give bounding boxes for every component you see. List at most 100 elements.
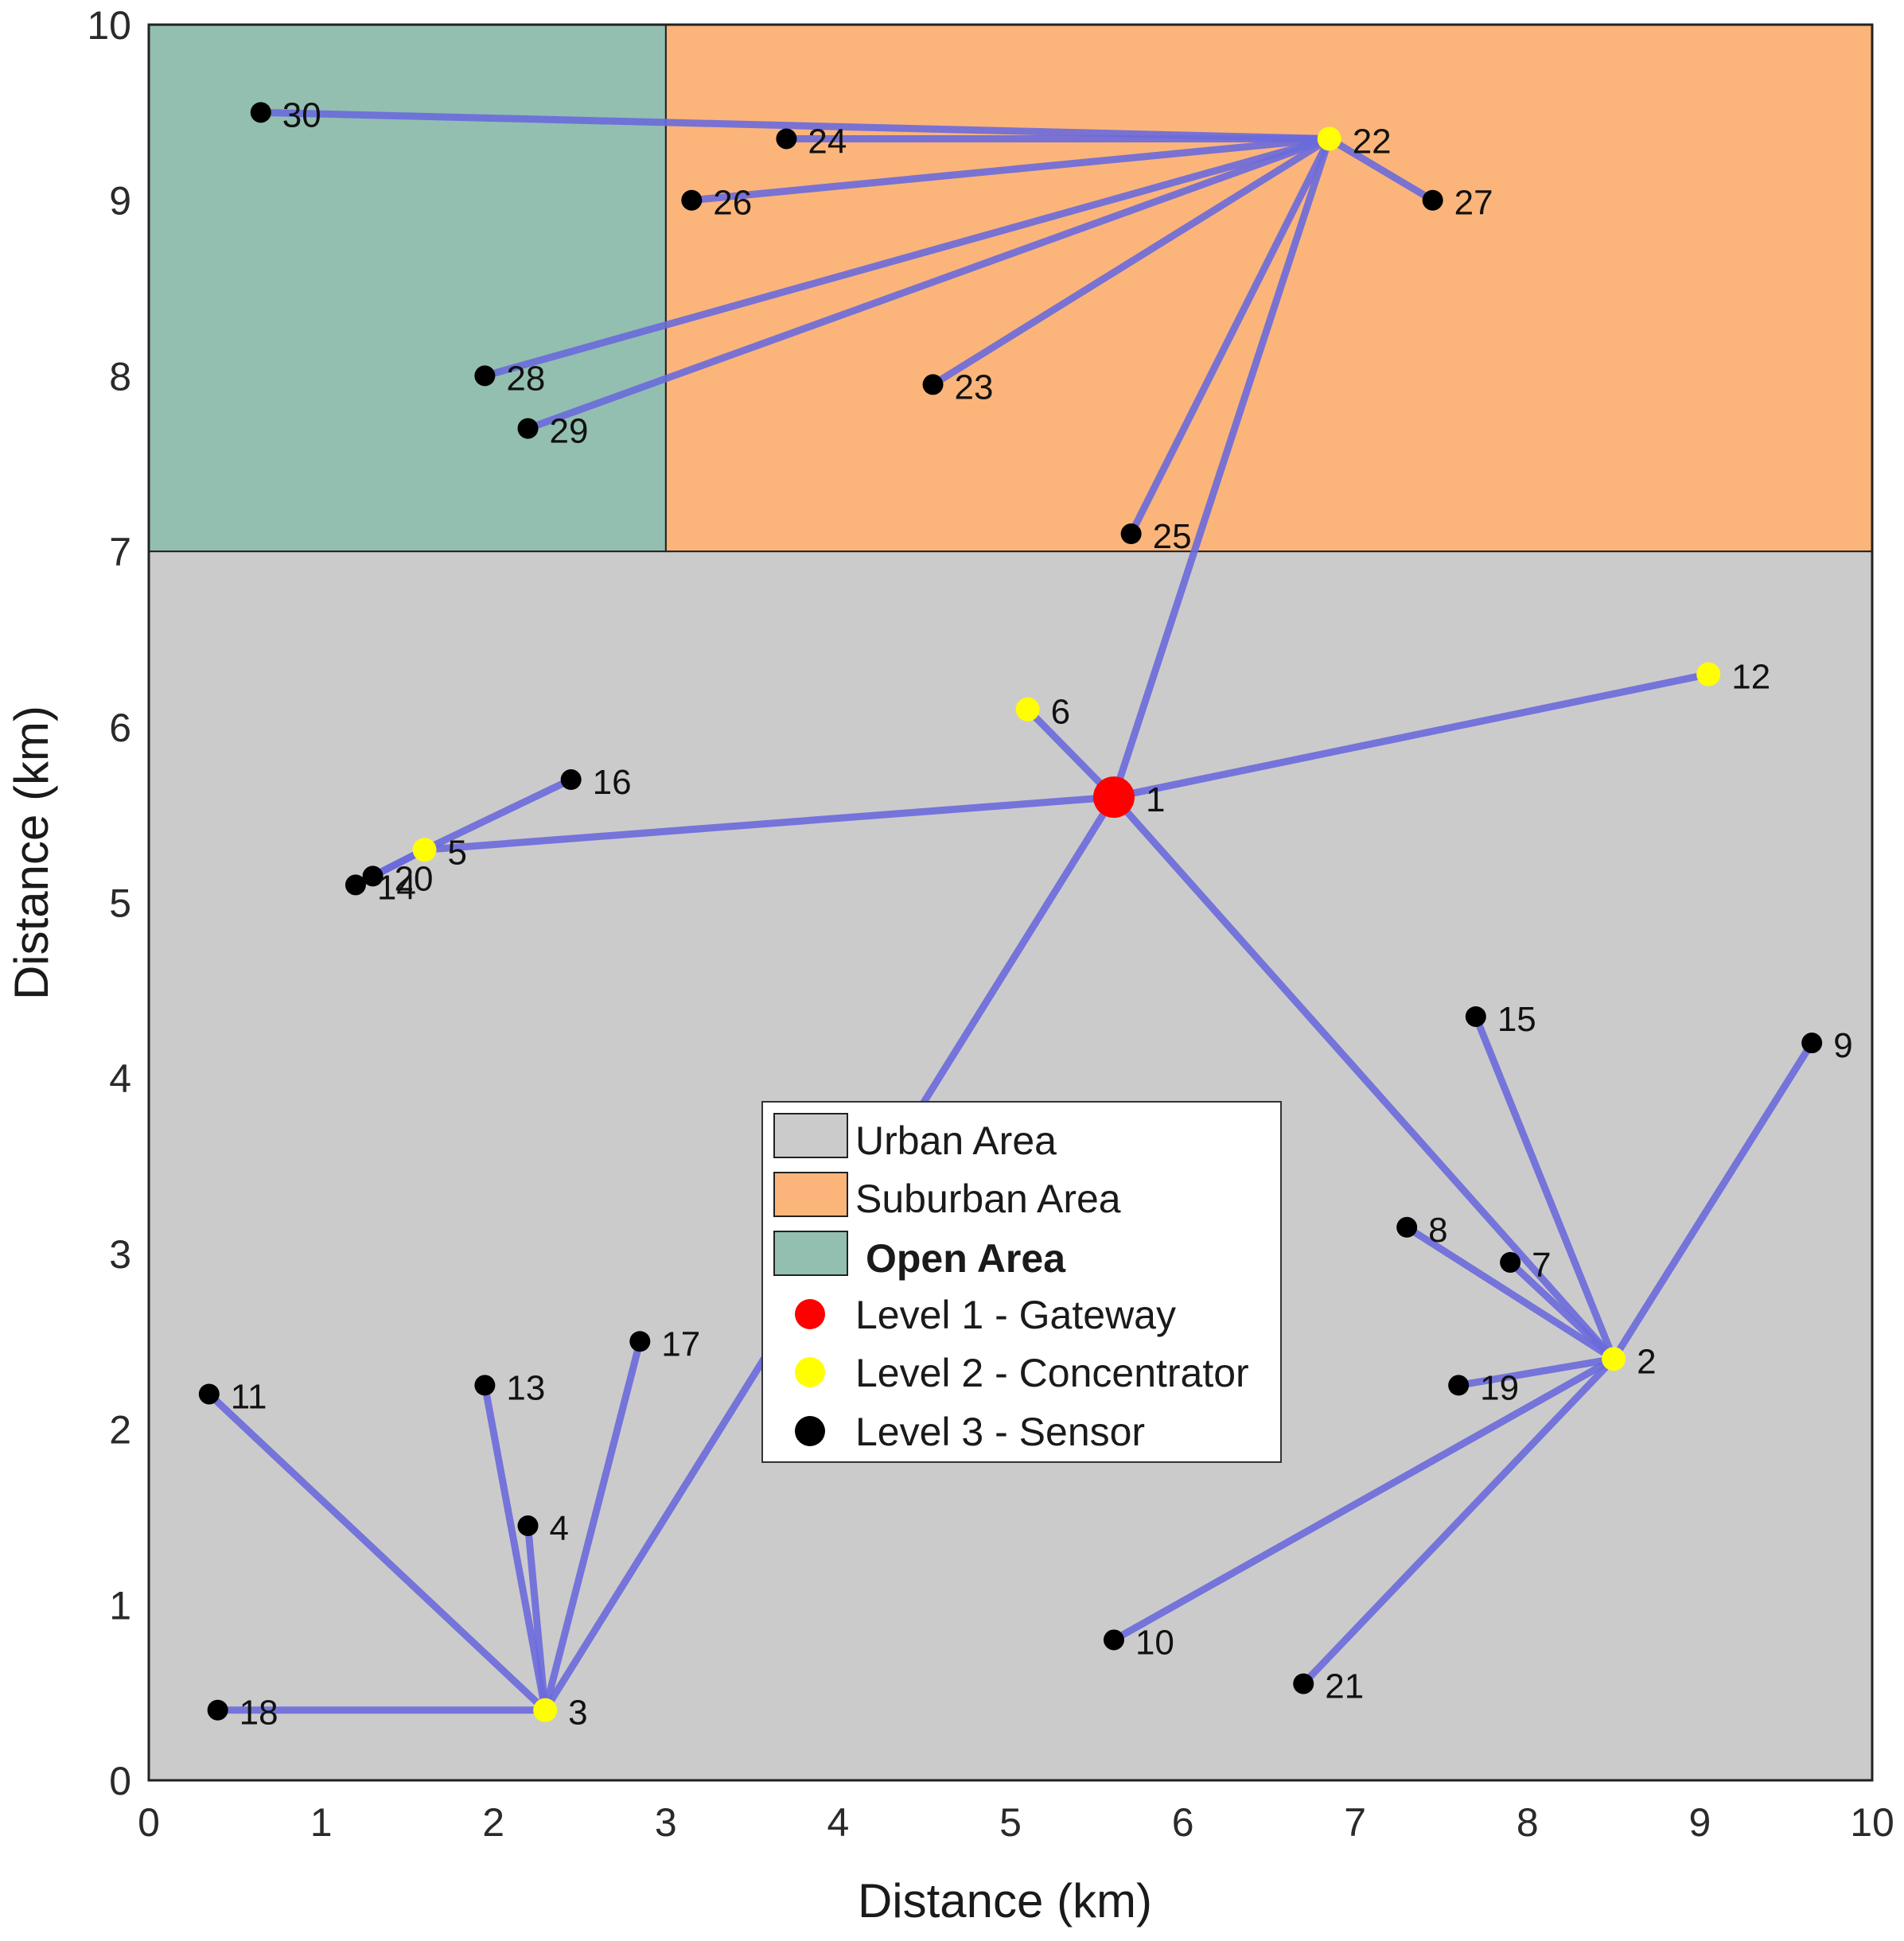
link-22-28 bbox=[481, 134, 1334, 379]
sensor-node-4 bbox=[517, 1515, 539, 1536]
sensor-node-23 bbox=[922, 374, 944, 395]
link-3-13 bbox=[481, 1381, 549, 1714]
link-22-29 bbox=[524, 134, 1334, 433]
node-label-19: 19 bbox=[1480, 1368, 1519, 1407]
node-label-24: 24 bbox=[808, 122, 847, 161]
concentrator-node-3 bbox=[533, 1698, 558, 1722]
link-5-16 bbox=[421, 776, 575, 854]
sensor-node-21 bbox=[1293, 1673, 1314, 1694]
node-label-4: 4 bbox=[550, 1509, 569, 1548]
x-axis-label: Distance (km) bbox=[858, 1874, 1152, 1927]
link-22-30 bbox=[257, 108, 1334, 142]
y-tick-label-1: 1 bbox=[109, 1583, 131, 1628]
y-tick-label-5: 5 bbox=[109, 881, 131, 926]
sensor-node-20 bbox=[362, 865, 384, 887]
x-tick-label-6: 6 bbox=[1172, 1800, 1194, 1845]
link-3-17 bbox=[541, 1337, 644, 1714]
sensor-node-7 bbox=[1500, 1251, 1521, 1273]
x-tick-label-5: 5 bbox=[999, 1800, 1022, 1845]
sensor-node-26 bbox=[681, 189, 703, 211]
link-1-5 bbox=[421, 793, 1118, 854]
concentrator-node-2 bbox=[1602, 1347, 1626, 1371]
sensor-node-27 bbox=[1422, 189, 1443, 211]
gateway-node-1 bbox=[1092, 776, 1135, 819]
sensor-node-24 bbox=[776, 128, 797, 150]
areas-layer bbox=[148, 24, 1873, 1781]
node-label-3: 3 bbox=[568, 1694, 587, 1733]
x-tick-label-7: 7 bbox=[1344, 1800, 1366, 1845]
legend-label-urban: Urban Area bbox=[855, 1118, 1057, 1163]
legend-label-open: Open Area bbox=[866, 1236, 1066, 1281]
node-label-10: 10 bbox=[1135, 1623, 1174, 1662]
x-tick-label-3: 3 bbox=[655, 1800, 677, 1845]
node-label-5: 5 bbox=[448, 833, 467, 872]
sensor-node-8 bbox=[1396, 1216, 1418, 1238]
sensor-node-28 bbox=[474, 365, 496, 387]
x-tick-label-8: 8 bbox=[1517, 1800, 1539, 1845]
y-ticks: 0 1 2 3 4 5 6 7 8 9 10 bbox=[87, 3, 131, 1803]
link-1-12 bbox=[1110, 671, 1712, 801]
node-label-17: 17 bbox=[661, 1324, 700, 1363]
link-2-19 bbox=[1454, 1355, 1618, 1389]
sensor-node-25 bbox=[1120, 523, 1142, 545]
y-tick-label-9: 9 bbox=[109, 179, 131, 224]
concentrator-node-22 bbox=[1317, 126, 1341, 151]
node-label-14: 14 bbox=[377, 868, 416, 907]
x-tick-label-1: 1 bbox=[310, 1800, 333, 1845]
legend-box bbox=[761, 1101, 1282, 1463]
x-tick-label-0: 0 bbox=[138, 1800, 160, 1845]
node-label-6: 6 bbox=[1051, 693, 1070, 732]
link-22-25 bbox=[1127, 134, 1334, 538]
legend-swatch-open bbox=[773, 1231, 848, 1276]
legend-label-suburban: Suburban Area bbox=[855, 1177, 1121, 1221]
link-22-26 bbox=[687, 134, 1334, 204]
node-label-2: 2 bbox=[1637, 1342, 1656, 1381]
sensor-node-19 bbox=[1448, 1375, 1470, 1396]
legend-label-sensor: Level 3 - Sensor bbox=[855, 1410, 1145, 1454]
sensor-node-15 bbox=[1465, 1006, 1486, 1027]
sensor-node-17 bbox=[629, 1331, 651, 1352]
node-label-9: 9 bbox=[1833, 1026, 1852, 1065]
link-1-22 bbox=[1110, 134, 1334, 801]
x-ticks: 0 1 2 3 4 5 6 7 8 9 10 bbox=[138, 1800, 1894, 1845]
legend-swatch-urban bbox=[773, 1113, 848, 1158]
y-tick-label-0: 0 bbox=[109, 1759, 131, 1803]
node-label-28: 28 bbox=[506, 359, 545, 398]
link-1-2 bbox=[1110, 793, 1618, 1363]
node-label-30: 30 bbox=[282, 95, 321, 134]
sensor-node-13 bbox=[474, 1375, 496, 1396]
area-open-area bbox=[148, 24, 667, 553]
node-label-29: 29 bbox=[550, 412, 589, 451]
link-2-10 bbox=[1110, 1355, 1618, 1643]
node-label-23: 23 bbox=[955, 368, 994, 406]
y-tick-label-3: 3 bbox=[109, 1232, 131, 1277]
node-label-13: 13 bbox=[506, 1368, 545, 1407]
node-label-22: 22 bbox=[1353, 122, 1392, 161]
link-3-11 bbox=[205, 1390, 549, 1714]
nodes-layer bbox=[198, 102, 1823, 1722]
concentrator-node-6 bbox=[1015, 697, 1040, 722]
legend-marker-gateway bbox=[795, 1299, 825, 1329]
link-2-8 bbox=[1403, 1223, 1618, 1363]
y-tick-label-8: 8 bbox=[109, 354, 131, 399]
plot-frame bbox=[147, 23, 1874, 1782]
node-label-11: 11 bbox=[231, 1377, 267, 1416]
y-tick-label-4: 4 bbox=[109, 1056, 131, 1101]
node-label-21: 21 bbox=[1325, 1667, 1364, 1706]
x-tick-label-4: 4 bbox=[827, 1800, 849, 1845]
sensor-node-9 bbox=[1801, 1033, 1823, 1054]
y-tick-label-2: 2 bbox=[109, 1408, 131, 1453]
concentrator-node-5 bbox=[412, 838, 437, 862]
y-tick-label-7: 7 bbox=[109, 530, 131, 574]
link-2-7 bbox=[1506, 1258, 1618, 1363]
x-tick-label-2: 2 bbox=[482, 1800, 504, 1845]
sensor-node-14 bbox=[345, 874, 366, 896]
concentrator-node-12 bbox=[1696, 662, 1721, 687]
node-labels-layer: 1234567891011121314151617181920212223242… bbox=[231, 95, 1853, 1732]
node-label-1: 1 bbox=[1146, 780, 1165, 819]
y-tick-label-6: 6 bbox=[109, 706, 131, 750]
node-label-25: 25 bbox=[1153, 517, 1192, 556]
legend-marker-concentrator bbox=[795, 1357, 825, 1387]
legend: Urban Area Suburban Area Open Area Level… bbox=[761, 1101, 1282, 1463]
